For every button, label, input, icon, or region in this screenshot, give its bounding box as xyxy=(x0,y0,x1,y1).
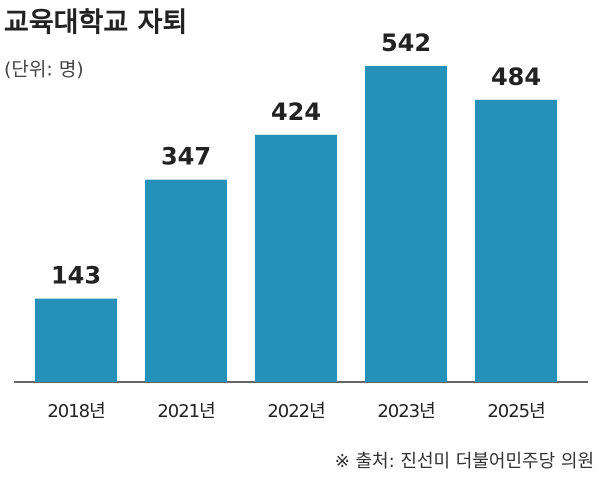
value-label: 424 xyxy=(271,98,321,126)
bar xyxy=(475,99,557,383)
bar xyxy=(365,66,447,382)
x-tick-label: 2025년 xyxy=(487,401,544,422)
chart-subtitle: (단위: 명) xyxy=(4,59,84,81)
source: ※ 출처: 진선미 더불어민주당 의원 xyxy=(335,451,594,472)
value-label: 347 xyxy=(161,143,211,171)
bar xyxy=(255,134,337,382)
value-label: 542 xyxy=(381,29,431,57)
x-tick-label: 2018년 xyxy=(47,401,104,422)
x-tick-label: 2021년 xyxy=(157,401,214,422)
chart-title: 교육대학교 자퇴 xyxy=(4,8,187,39)
x-tick-label: 2023년 xyxy=(377,401,434,422)
x-tick-label: 2022년 xyxy=(267,401,324,422)
value-label: 484 xyxy=(491,63,541,91)
value-label: 143 xyxy=(51,262,101,290)
bar xyxy=(35,298,117,382)
bar xyxy=(145,179,227,382)
